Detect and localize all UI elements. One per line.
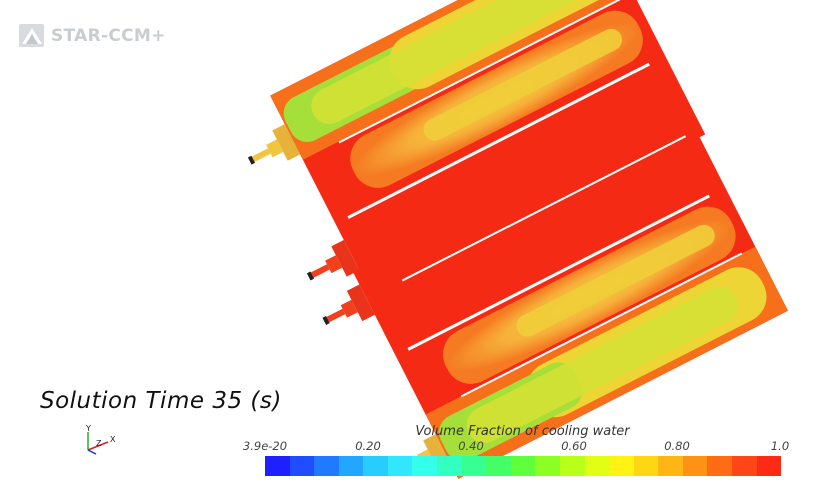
triad-x-label: X	[110, 435, 116, 444]
colorbar-swatch	[338, 456, 364, 476]
colorbar-swatch	[510, 456, 536, 476]
channel-top-yellow2	[311, 0, 583, 124]
colorbar-swatch	[486, 456, 511, 476]
colorbar-swatch	[363, 456, 388, 476]
colorbar-swatch	[559, 456, 585, 476]
legend-tick: 3.9e-20	[242, 439, 288, 453]
colorbar-swatch	[387, 456, 413, 476]
colorbar-swatch	[461, 456, 487, 476]
colorbar-swatch	[609, 456, 634, 476]
axis-triad-icon: Y Z X	[85, 424, 116, 455]
colorbar-swatch	[756, 456, 782, 476]
colorbar-swatch	[412, 456, 438, 476]
solution-time-annotation: Solution Time 35 (s)	[40, 388, 282, 414]
divider-6	[460, 252, 743, 398]
fitting-bottom-inlet	[322, 284, 375, 325]
star-ccm-logo-icon	[19, 24, 44, 47]
legend-title: Volume Fraction of cooling water	[415, 424, 630, 439]
fitting-top-inlet	[247, 124, 301, 165]
colorbar-swatch	[682, 456, 708, 476]
channel-bottom-return-core	[516, 224, 715, 337]
channel-bottom-yellow2	[466, 286, 738, 443]
triad-z-label: Z	[96, 439, 102, 448]
colorbar-swatch	[535, 456, 560, 476]
legend-tick: 0.80	[664, 439, 690, 453]
colorbar-swatch	[314, 456, 339, 476]
logo-text: STAR-CCM+	[51, 26, 166, 46]
legend-ticks: 3.9e-20 0.20 0.40 0.60 0.80 1.0	[242, 439, 812, 455]
colorbar-swatch	[731, 456, 757, 476]
channel-top-return-core	[423, 28, 623, 141]
cold-plate-top	[247, 0, 706, 303]
legend-tick: 0.60	[561, 439, 587, 453]
cold-plate-bottom	[322, 104, 788, 479]
colorbar-swatch	[289, 456, 315, 476]
colorbar-swatch	[707, 456, 732, 476]
divider-5	[407, 194, 710, 351]
legend-tick: 0.20	[355, 439, 381, 453]
divider-2	[347, 62, 650, 219]
colorbar-swatch	[633, 456, 659, 476]
divider-1	[338, 0, 621, 144]
colorbar-swatch	[584, 456, 610, 476]
colorbar-swatch	[265, 456, 290, 476]
colorbar-swatch	[437, 456, 462, 476]
triad-y-label: Y	[85, 424, 91, 433]
star-ccm-logo: STAR-CCM+	[18, 22, 178, 50]
divider-4	[401, 135, 687, 282]
legend-tick: 1.0	[770, 439, 790, 453]
legend-colorbar	[265, 456, 782, 476]
legend-tick: 0.40	[458, 439, 484, 453]
fitting-top-outlet	[306, 239, 360, 281]
colorbar-swatch	[658, 456, 683, 476]
